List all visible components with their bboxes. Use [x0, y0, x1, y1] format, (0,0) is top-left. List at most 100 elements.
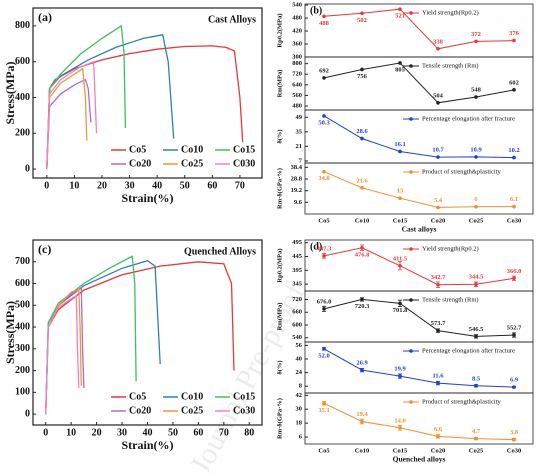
x-axis-label: Strain(%) — [122, 438, 174, 452]
data-point — [322, 307, 326, 311]
x-tick-label: Co10 — [355, 447, 369, 454]
data-point — [322, 14, 326, 19]
stress-strain-curve — [46, 34, 175, 170]
y-tick-label: 480 — [292, 103, 302, 110]
x-tick-label: 50 — [180, 180, 190, 191]
data-label: 546.5 — [469, 326, 484, 333]
legend-label: Co25 — [181, 405, 203, 416]
y-tick-label: 38.4 — [291, 164, 303, 171]
data-label: 701.8 — [393, 307, 408, 314]
series-line — [323, 115, 515, 159]
data-point — [398, 263, 402, 268]
data-label: 411.5 — [393, 255, 408, 262]
x-tick-label: Co5 — [318, 447, 330, 454]
data-label: 805 — [395, 66, 406, 73]
stress-strain-curve — [45, 255, 137, 415]
series-line — [323, 402, 515, 441]
data-label: 10.7 — [432, 147, 444, 154]
data-label: 372 — [471, 31, 481, 38]
data-point — [512, 88, 516, 92]
x-tick-label: Co15 — [393, 447, 408, 454]
y-tick-label: 21 — [296, 143, 303, 150]
y-tick-label: 42 — [296, 392, 303, 399]
data-point — [360, 136, 364, 141]
y-tick-label: 660 — [292, 309, 302, 316]
data-label: 19.4 — [356, 411, 368, 418]
x-tick-label: Co30 — [507, 217, 521, 224]
data-label: 548 — [471, 86, 482, 93]
y-tick-label: 200 — [15, 365, 30, 376]
data-point — [474, 39, 478, 44]
data-point — [512, 385, 516, 389]
data-point — [512, 276, 516, 281]
y-tick-label: 600 — [292, 321, 302, 328]
legend-label: Tensile strength (Rm) — [422, 296, 479, 303]
y-tick-label: 49 — [296, 114, 303, 121]
x-tick-label: 70 — [219, 427, 229, 438]
data-point — [360, 185, 364, 190]
legend-marker — [409, 117, 413, 121]
y-tick-label: 100 — [15, 387, 30, 398]
data-point — [474, 282, 478, 287]
data-label: 488 — [319, 20, 330, 27]
y-axis-label: Rm·δ(GPa·%) — [276, 168, 283, 209]
y-tick-label: 560 — [292, 92, 302, 99]
data-label: 13 — [397, 188, 404, 195]
x-tick-label: Co25 — [469, 447, 484, 454]
series-line — [323, 8, 515, 50]
y-tick-label: 540 — [292, 2, 302, 9]
data-point — [512, 333, 516, 337]
panel-label: (c) — [38, 242, 51, 256]
y-tick-label: 480 — [292, 15, 302, 22]
legend-label: Co10 — [181, 144, 203, 155]
data-point — [436, 434, 440, 439]
y-tick-label: 400 — [15, 92, 30, 103]
y-tick-label: 24 — [296, 369, 303, 376]
stress-strain-curve — [45, 294, 80, 415]
data-label: 720.3 — [355, 303, 370, 310]
data-label: 10.9 — [470, 146, 482, 153]
data-point — [322, 347, 326, 351]
data-point — [436, 155, 440, 159]
data-label: 447.3 — [317, 245, 332, 252]
legend-label: Co30 — [233, 405, 255, 416]
y-tick-label: 395 — [292, 267, 303, 274]
x-tick-label: 50 — [168, 427, 178, 438]
data-label: 4.7 — [472, 428, 481, 435]
data-label: 26.9 — [356, 360, 368, 367]
data-point — [398, 425, 402, 430]
data-point — [474, 436, 478, 441]
y-tick-label: 56 — [296, 342, 303, 349]
legend-label: Co15 — [233, 144, 255, 155]
panel-label: (b) — [310, 5, 322, 16]
panel-label: (d) — [310, 241, 322, 252]
plot-frame — [304, 162, 534, 215]
data-point — [436, 46, 440, 51]
data-point — [436, 101, 440, 105]
y-axis-label: δ(%) — [276, 360, 283, 374]
y-tick-label: 28.8 — [291, 176, 303, 183]
legend-label: Product of strength&plasticity — [422, 168, 501, 175]
data-label: 6.1 — [510, 196, 518, 203]
y-axis-label: Rm(MPa) — [276, 70, 283, 98]
data-point — [322, 114, 326, 118]
data-point — [512, 155, 516, 160]
data-point — [474, 334, 478, 339]
y-tick-label: 600 — [15, 278, 30, 289]
series-line — [323, 348, 515, 388]
legend-marker — [409, 298, 413, 302]
y-axis-label: Rp0.2(MPa) — [276, 13, 283, 47]
legend-label: Co5 — [129, 144, 146, 155]
legend-marker — [409, 247, 413, 251]
data-label: 573.7 — [431, 320, 446, 327]
data-label: 5.4 — [434, 197, 443, 204]
watermark: Journal Pre-proof — [184, 278, 312, 473]
data-point — [474, 204, 478, 209]
legend-label: Co20 — [129, 405, 151, 416]
x-tick-label: Co15 — [393, 217, 408, 224]
plot-frame — [304, 392, 534, 445]
y-tick-label: 0 — [25, 408, 30, 419]
stress-strain-curve — [46, 60, 98, 170]
data-label: 476.8 — [355, 251, 370, 258]
